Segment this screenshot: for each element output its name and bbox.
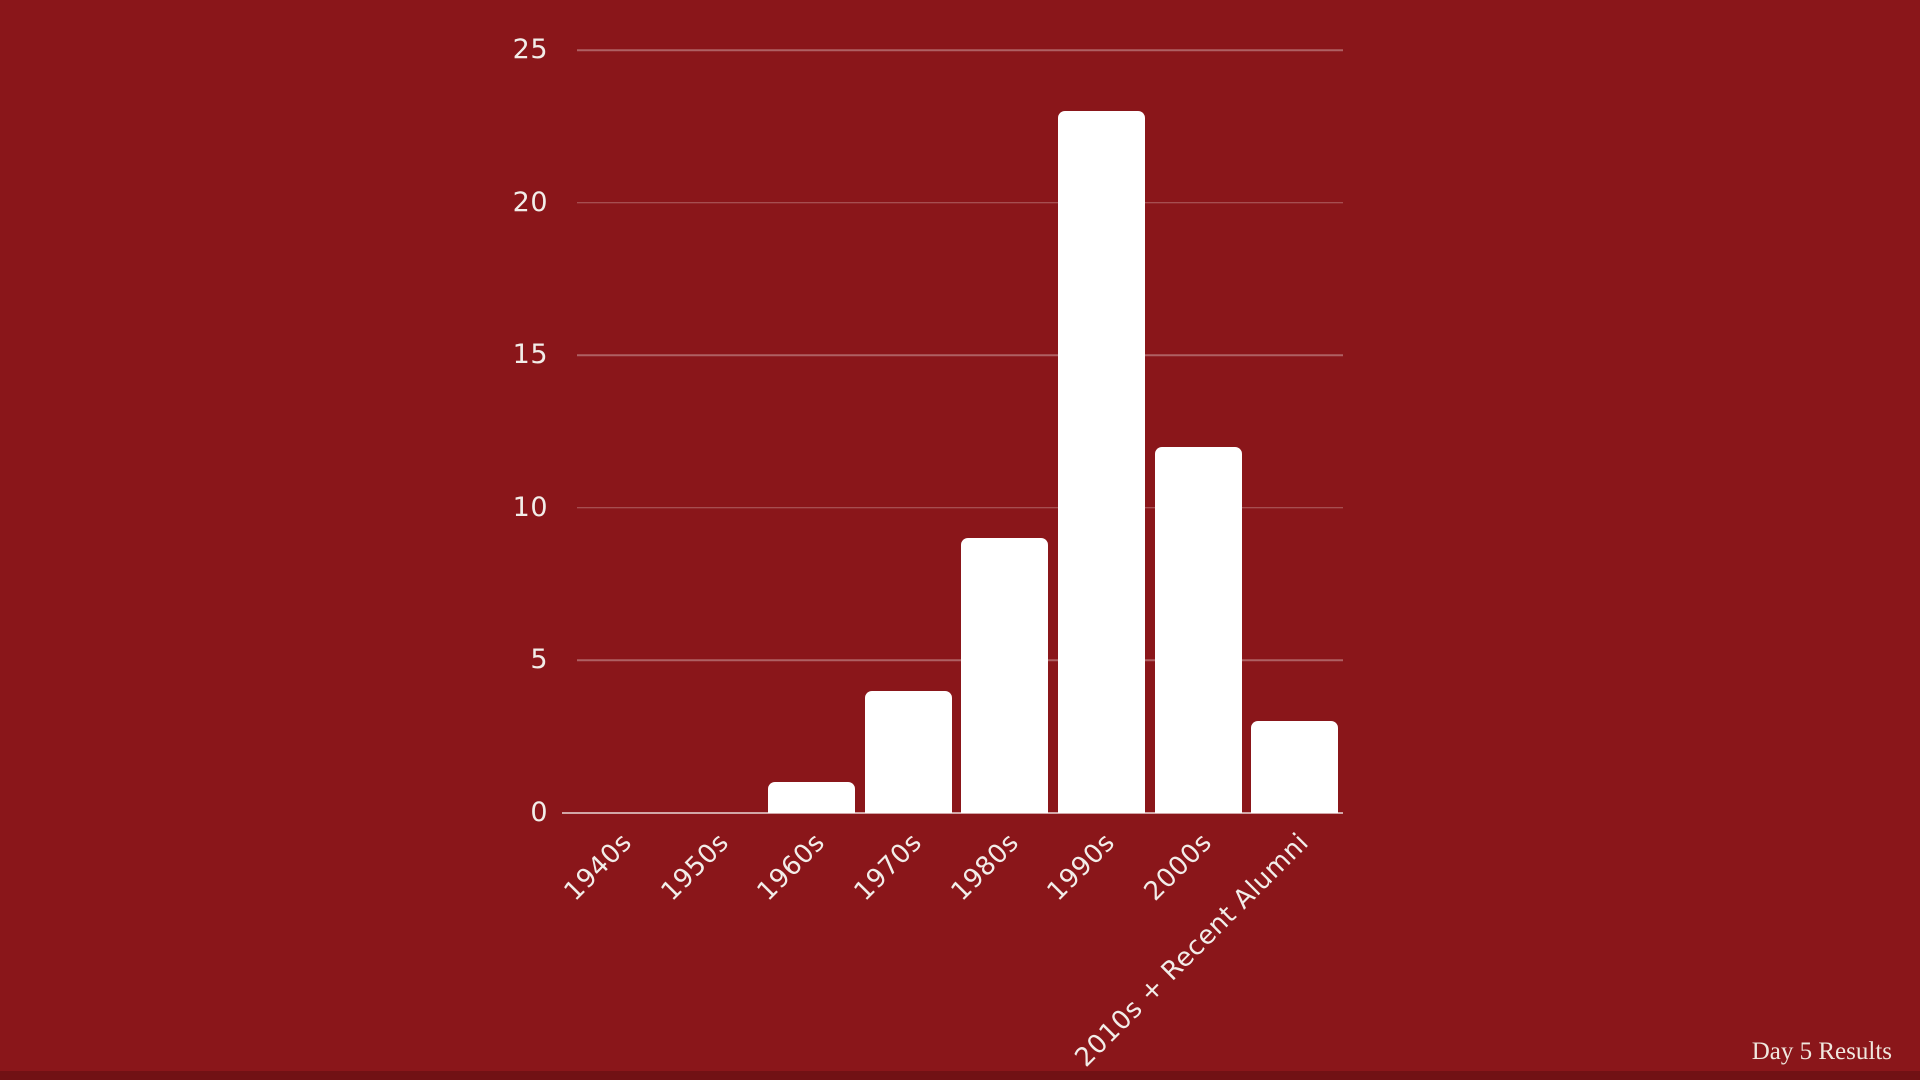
gridline-25 (577, 49, 1343, 51)
x-tick-label-1970s: 1970s (848, 827, 928, 907)
y-tick-label-15: 15 (512, 339, 548, 371)
bar-1970s (864, 690, 952, 813)
gridline-5 (577, 659, 1343, 662)
y-tick-label-25: 25 (512, 33, 548, 65)
bar-2010s-recent-alumni (1251, 721, 1339, 813)
x-tick-label-1960s: 1960s (752, 827, 832, 907)
bar-1960s (768, 782, 856, 813)
bar-1990s (1057, 111, 1145, 813)
bar-slot (667, 50, 764, 813)
bar-slot (860, 50, 957, 813)
x-axis-line (562, 812, 1343, 814)
bar-slot (1053, 50, 1150, 813)
x-tick-label-1950s: 1950s (655, 827, 735, 907)
y-tick-label-20: 20 (512, 186, 548, 218)
y-tick-label-0: 0 (530, 796, 548, 828)
gridline-15 (577, 354, 1343, 356)
bar-2000s (1154, 446, 1242, 813)
x-tick-label-1980s: 1980s (945, 827, 1025, 907)
gridline-10 (577, 507, 1343, 509)
y-tick-label-10: 10 (512, 491, 548, 523)
x-tick-label-1990s: 1990s (1041, 827, 1122, 907)
bar-slot (763, 50, 860, 813)
gridline-20 (577, 201, 1343, 204)
bar-slot (1246, 50, 1343, 813)
bars-layer (570, 50, 1343, 813)
x-tick-label-1940s: 1940s (558, 827, 639, 907)
bar-slot (570, 50, 667, 813)
bar-slot (957, 50, 1054, 813)
gridlines-and-y-axis: 0 5 10 15 20 25 (513, 36, 1343, 826)
footer-caption: Day 5 Results (1751, 1038, 1892, 1065)
y-tick-label-5: 5 (530, 644, 548, 676)
bar-1980s (961, 538, 1049, 813)
bar-slot (1150, 50, 1247, 813)
bar-chart: 0 5 10 15 20 25 1940s 1950s 1960s 1970s 1980s 1990… (513, 36, 1343, 1073)
x-tick-label-2000s: 2000s (1138, 827, 1218, 907)
bottom-strip (0, 1071, 1920, 1080)
